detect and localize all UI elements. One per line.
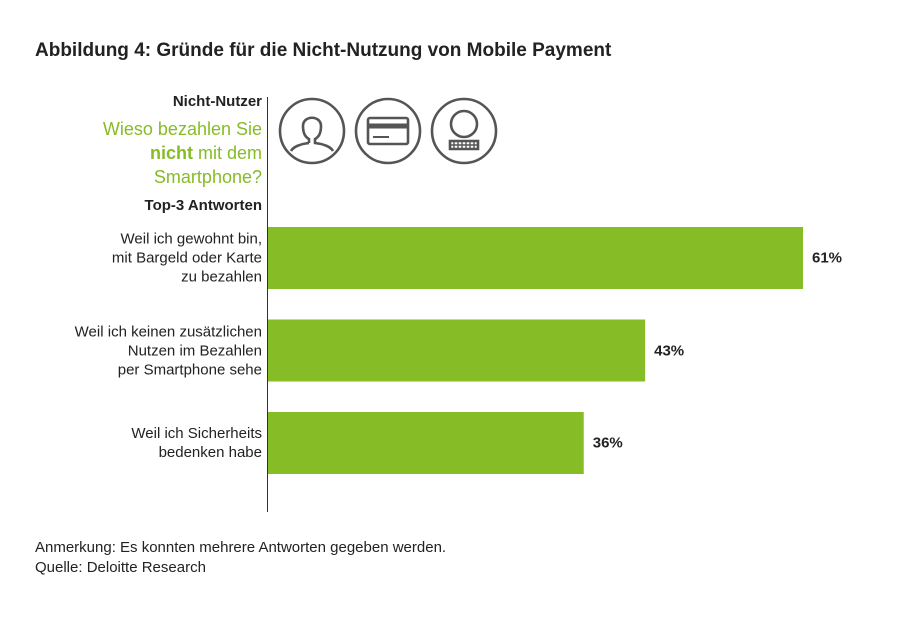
y-axis-line bbox=[267, 97, 268, 512]
category-label-2: Weil ich keinen zusätzlichen Nutzen im Be… bbox=[12, 322, 262, 379]
source-text: Quelle: Deloitte Research bbox=[35, 559, 206, 576]
bar-2 bbox=[268, 319, 646, 382]
category-label-line: bedenken habe bbox=[158, 444, 262, 461]
person-icon bbox=[278, 97, 346, 165]
bar-3 bbox=[268, 412, 584, 474]
face-keypad-icon bbox=[430, 97, 498, 165]
category-label-line: Weil ich keinen zusätzlichen bbox=[74, 323, 262, 340]
value-label-1: 61% bbox=[812, 249, 843, 267]
chart-title: Abbildung 4: Gründe für die Nicht-Nutzun… bbox=[35, 40, 612, 61]
category-label-line: Nutzen im Bezahlen bbox=[127, 342, 262, 359]
credit-card-icon bbox=[354, 97, 422, 165]
question-part-3: Smartphone? bbox=[153, 167, 262, 187]
top3-label: Top-3 Antworten bbox=[144, 197, 262, 214]
category-label-3: Weil ich Sicherheits bedenken habe bbox=[12, 424, 262, 462]
value-label-3: 36% bbox=[592, 434, 623, 452]
footnote: Anmerkung: Es konnten mehrere Antworten … bbox=[35, 538, 446, 578]
category-label-line: per Smartphone sehe bbox=[117, 361, 262, 378]
category-label-line: Weil ich Sicherheits bbox=[131, 425, 262, 442]
icon-row bbox=[278, 97, 498, 165]
bar-1 bbox=[268, 227, 803, 289]
question-emphasis: nicht bbox=[149, 143, 193, 163]
category-label-1: Weil ich gewohnt bin, mit Bargeld oder Ka… bbox=[12, 230, 262, 287]
category-label-line: mit Bargeld oder Karte bbox=[111, 249, 262, 267]
category-label-line: zu bezahlen bbox=[181, 268, 262, 286]
note-text: Anmerkung: Es konnten mehrere Antworten … bbox=[35, 539, 447, 556]
question-part-2: mit dem bbox=[197, 143, 262, 163]
category-label-line: Weil ich gewohnt bin, bbox=[120, 230, 262, 248]
survey-question: Wieso bezahlen Sie nicht mit dem Smartph… bbox=[42, 117, 262, 189]
question-part-1: Wieso bezahlen Sie bbox=[102, 119, 262, 139]
group-label: Nicht-Nutzer bbox=[172, 93, 262, 110]
value-label-2: 43% bbox=[654, 342, 685, 359]
